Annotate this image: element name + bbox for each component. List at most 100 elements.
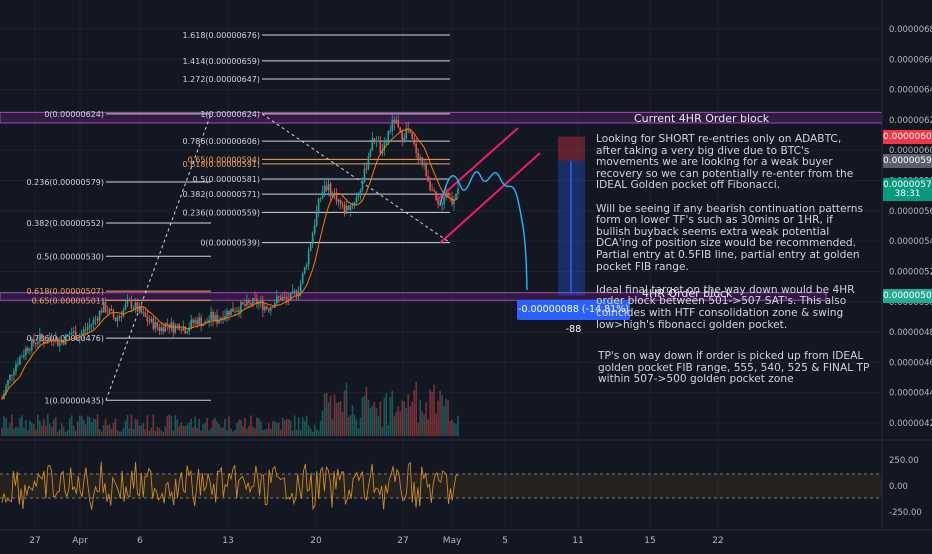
volume-bar [387,425,390,436]
volume-bar [347,416,350,436]
candle-body [371,138,374,151]
candle-body [126,300,129,305]
candle-body [160,327,163,332]
volume-bar [136,419,139,436]
candle-body [68,334,71,335]
x-tick-label: 15 [644,536,655,546]
volume-bar [9,423,11,436]
candle-body [405,128,408,139]
candle-body [216,314,218,324]
volume-bar [275,422,278,436]
volume-bar [150,427,153,436]
volume-bar [194,416,196,436]
volume-bar [349,415,352,436]
volume-bar [441,395,443,436]
y-tick-label: 0.00000420 [889,419,932,429]
candle-body [256,298,258,305]
volume-bar [329,395,332,436]
candle-body [11,374,13,376]
volume-bar [88,417,91,436]
candle-body [45,342,47,344]
candle-body [453,199,455,205]
channel-lower-line [439,152,541,244]
y-tick-label: 0.00000680 [889,25,932,35]
candle-body [78,335,81,340]
fib-level-label: 1(0.00000435) [44,396,104,405]
volume-bar [74,430,77,436]
candle-body [142,312,145,314]
candle-body [443,197,445,205]
candle-body [194,320,196,323]
volume-bar [397,406,400,436]
candle-body [401,131,404,142]
volume-bar [128,428,131,436]
candle-body [138,306,141,312]
osc-tick-label: 0.00 [889,482,908,492]
volume-bar [345,382,348,436]
volume-bar [417,422,419,436]
volume-bar [46,414,49,436]
volume-bar [104,418,107,436]
candle-body [403,138,406,142]
volume-bar [62,426,65,436]
volume-bar [33,424,35,436]
candle-body [110,308,113,311]
drawings[interactable] [436,127,541,291]
volume-bar [110,429,113,436]
candle-body [353,202,356,205]
volume-bar [383,397,386,436]
candle-body [337,199,340,202]
volume-bar [309,428,312,436]
volume-bar [138,425,141,436]
volume-bar [305,415,308,436]
fib-level-label: 0(0.00000539) [200,239,260,248]
fibonacci-levels[interactable]: 0(0.00000624) 0.236(0.00000579) 0.382(0.00… [27,31,451,405]
candle-body [118,315,121,319]
volume-bar [246,428,248,436]
candle-body [277,296,280,298]
candle-body [94,318,97,320]
candle-body [383,142,386,151]
volume-bar [76,421,79,436]
y-tick-label: 0.00000480 [889,328,932,338]
volume-bar [112,422,115,436]
volume-bar [230,428,232,436]
volume-bar [379,401,382,436]
volume-bar [447,399,449,436]
fib-level-label: 1(0.00000624) [200,110,260,119]
volume-bar [236,423,238,436]
volume-bar [13,428,15,436]
volume-bar [170,415,173,436]
volume-bar [443,405,445,436]
candle-body [355,197,358,203]
candle-body [62,341,65,345]
candle-body [90,324,93,326]
candle-body [375,140,378,142]
volume-bar [17,427,19,436]
x-tick-label: 22 [712,536,723,546]
volume-bar [423,414,425,436]
candle-body [120,315,123,317]
volume-bar [72,425,75,436]
volume-bar [214,417,216,436]
projection-path [439,171,528,291]
volume-bar [367,399,370,436]
candle-body [164,323,167,332]
volume-bar [82,419,85,436]
volume-bar [232,431,234,436]
candle-body [9,374,11,380]
candles[interactable] [1,114,459,400]
volume-bar [164,426,167,436]
volume-bar [421,411,423,436]
volume-bar [425,402,427,436]
volume-bar [39,420,41,436]
volume-bar [256,417,258,436]
candle-body [98,310,101,321]
volume-bar [58,429,61,436]
volume-bar [222,427,224,436]
candle-body [150,318,153,322]
volume-bar [144,429,147,436]
volume-bar [1,427,3,436]
